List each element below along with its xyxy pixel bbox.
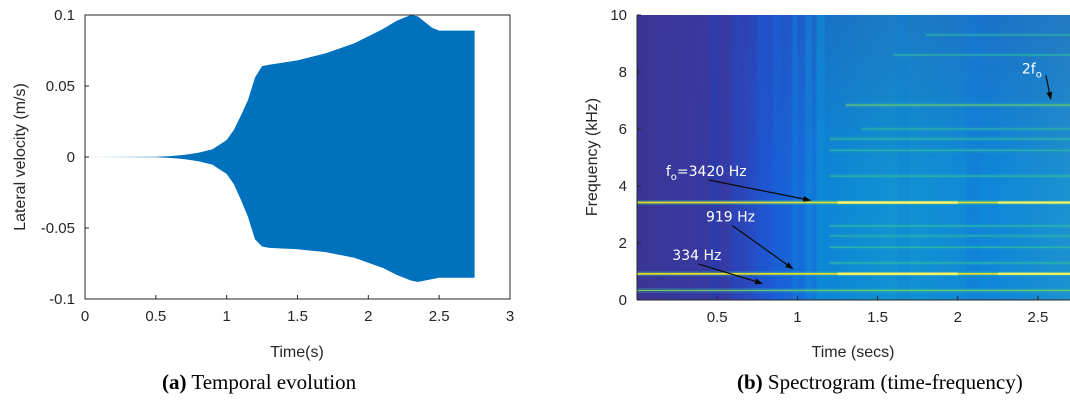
spectrogram-streak — [965, 15, 982, 300]
spectrogram-streak — [792, 15, 798, 300]
spectrogram-streak — [805, 15, 812, 300]
spectrogram-streak — [816, 15, 825, 300]
x-tick-label: 2.5 — [429, 308, 450, 325]
y-axis-label: Frequency (kHz) — [584, 98, 601, 216]
annotation-label: 2fo — [1022, 61, 1042, 80]
annotation-arrow — [732, 225, 794, 270]
caption-b: (b) Spectrogram (time-frequency) — [737, 370, 1023, 394]
y-tick-label: -0.05 — [41, 220, 75, 237]
spectrogram-streak — [773, 15, 782, 300]
y-tick-label: 0 — [619, 292, 627, 309]
y-tick-label: 2 — [619, 235, 627, 252]
x-axis-label: Time(s) — [270, 344, 324, 361]
x-tick-label: 1 — [222, 308, 230, 325]
x-tick-label: 1 — [793, 309, 801, 326]
x-axis-label: Time (secs) — [812, 344, 895, 361]
spectrogram-streak — [733, 15, 740, 300]
annotation-arrow — [698, 263, 764, 285]
y-tick-label: 0 — [67, 149, 75, 166]
y-tick-label: 0.05 — [46, 78, 75, 95]
panel-spectrogram: 2fo fo=3420 Hz 919 Hz 334 Hz 0.5 1 1.5 2 2.5 0 2… — [584, 7, 1070, 361]
x-tick-label: 1.5 — [867, 309, 888, 326]
x-tick-label: 1.5 — [287, 308, 308, 325]
x-tick-label: 0 — [81, 308, 89, 325]
y-tick-label: 10 — [610, 7, 627, 24]
x-tick-label: 0.5 — [145, 308, 166, 325]
y-tick-label: 8 — [619, 64, 627, 81]
annotation-label: 334 Hz — [672, 248, 721, 264]
annotation-label: 919 Hz — [706, 210, 755, 226]
x-tick-label: 2.5 — [1027, 309, 1048, 326]
x-tick-label: 2 — [954, 309, 962, 326]
x-tick-label: 0.5 — [707, 309, 728, 326]
y-tick-label: -0.1 — [49, 291, 75, 308]
caption-a: (a) Temporal evolution — [162, 370, 357, 394]
x-tick-label: 3 — [506, 308, 514, 325]
velocity-waveform — [85, 15, 475, 282]
annotation-label: fo=3420 Hz — [666, 164, 747, 183]
spectrogram-streak — [896, 15, 910, 300]
spectrogram-streak — [710, 15, 719, 300]
annotation-arrow — [708, 179, 812, 202]
x-tick-label: 2 — [364, 308, 372, 325]
spectrogram-streak — [757, 15, 767, 300]
y-axis-label: Lateral velocity (m/s) — [12, 83, 29, 231]
annotation-arrow — [1045, 75, 1053, 101]
y-tick-label: 0.1 — [54, 7, 75, 24]
y-tick-label: 4 — [619, 178, 627, 195]
y-tick-label: 6 — [619, 121, 627, 138]
spectrogram-shading — [637, 15, 1070, 300]
